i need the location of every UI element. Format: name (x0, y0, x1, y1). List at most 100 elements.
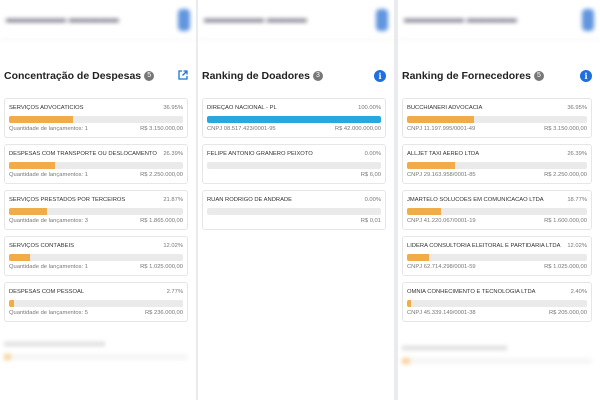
item-percent: 21.87% (163, 197, 183, 203)
item-percent: 36.95% (567, 105, 587, 111)
blurred-topbar-button (582, 8, 594, 31)
donors-header: Ranking de Doadores 3 i (202, 64, 386, 88)
item-percent: 0.00% (364, 151, 381, 157)
donors-count-badge: 3 (312, 71, 323, 81)
item-name: SERVIÇOS CONTÁBEIS (9, 243, 74, 249)
item-percent: 2.40% (570, 289, 587, 295)
item-subtitle: Quantidade de lançamentos: 3 (9, 218, 88, 224)
info-icon[interactable]: i (580, 70, 592, 82)
item-amount: R$ 42.000.000,00 (334, 126, 381, 132)
item-name: BUCCHIANERI ADVOCACIA (407, 105, 483, 111)
progress-fill (407, 208, 441, 215)
progress-bar (207, 208, 381, 215)
progress-bar (407, 300, 587, 307)
external-link-icon[interactable] (178, 69, 188, 83)
progress-bar (407, 116, 587, 123)
item-name: OMNIA CONHECIMENTO E TECNOLOGIA LTDA (407, 289, 536, 295)
item-percent: 12.02% (163, 243, 183, 249)
progress-bar (407, 162, 587, 169)
item-subtitle (207, 172, 361, 178)
list-item: SERVIÇOS PRESTADOS POR TERCEIROS 21.87% Qu… (4, 190, 188, 230)
progress-bar (9, 162, 183, 169)
suppliers-count-badge: 5 (533, 71, 544, 81)
blurred-topbar: ▬▬▬▬▬▬ ▬▬▬▬ (198, 0, 394, 40)
progress-fill (407, 116, 474, 123)
progress-fill (9, 116, 74, 123)
item-subtitle: Quantidade de lançamentos: 1 (9, 172, 88, 178)
blurred-topbar-button (376, 8, 388, 31)
progress-fill (407, 254, 429, 261)
item-subtitle: CNPJ 29.163.958/0001-85 (407, 172, 476, 178)
donors-title: Ranking de Doadores (202, 70, 310, 82)
item-amount: R$ 1.025.000,00 (544, 264, 587, 270)
progress-bar (9, 116, 183, 123)
item-name: DESPESAS COM PESSOAL (9, 289, 85, 295)
progress-fill (9, 254, 30, 261)
list-item: LIDERA CONSULTORIA ELEITORAL E PARTIDARI… (402, 236, 592, 276)
item-amount: R$ 6,00 (360, 172, 381, 178)
list-item: DESPESAS COM PESSOAL 2.77% Quantidade de l… (4, 282, 188, 322)
item-amount: R$ 0,01 (360, 218, 381, 224)
list-item: SERVIÇOS CONTÁBEIS 12.02% Quantidade de la… (4, 236, 188, 276)
item-name: DESPESAS COM TRANSPORTE OU DESLOCAMENTO (9, 151, 157, 157)
progress-bar (9, 254, 183, 261)
expenses-list: SERVIÇOS ADVOCATÍCIOS 36.95% Quantidade de… (4, 98, 188, 328)
item-name: SERVIÇOS ADVOCATÍCIOS (9, 105, 84, 111)
progress-bar (407, 254, 587, 261)
item-percent: 2.77% (166, 289, 183, 295)
item-subtitle: CNPJ 62.714.298/0001-59 (407, 264, 476, 270)
item-subtitle: Quantidade de lançamentos: 5 (9, 310, 88, 316)
list-item: DIREÇÃO NACIONAL - PL 100.00% CNPJ 08.517.… (202, 98, 386, 138)
item-percent: 12.02% (567, 243, 587, 249)
item-amount: R$ 3.150.000,00 (544, 126, 587, 132)
progress-bar (207, 116, 381, 123)
list-item: OMNIA CONHECIMENTO E TECNOLOGIA LTDA 2.40… (402, 282, 592, 322)
suppliers-title: Ranking de Fornecedores (402, 70, 531, 82)
progress-bar (9, 300, 183, 307)
expenses-count-badge: 5 (144, 71, 155, 81)
suppliers-list: BUCCHIANERI ADVOCACIA 36.95% CNPJ 11.197.9… (402, 98, 592, 328)
item-percent: 0.00% (364, 197, 381, 203)
expenses-title: Concentração de Despesas (4, 70, 142, 82)
expenses-panel: ▬▬▬▬▬▬ ▬▬▬▬▬ Concentração de Despesas 5 … (0, 0, 196, 400)
info-icon[interactable]: i (374, 70, 386, 82)
item-amount: R$ 3.150.000,00 (140, 126, 183, 132)
item-subtitle: CNPJ 11.197.995/0001-49 (407, 126, 476, 132)
blurred-topbar: ▬▬▬▬▬▬ ▬▬▬▬▬ (0, 0, 196, 40)
item-name: LIDERA CONSULTORIA ELEITORAL E PARTIDARI… (407, 243, 561, 249)
item-amount: R$ 1.600.000,00 (544, 218, 587, 224)
item-name: DIREÇÃO NACIONAL - PL (207, 105, 277, 111)
blurred-topbar-button (178, 8, 190, 31)
item-percent: 18.77% (567, 197, 587, 203)
progress-bar (9, 208, 183, 215)
progress-fill (9, 162, 55, 169)
progress-fill (207, 116, 381, 123)
blurred-topbar-title: ▬▬▬▬▬▬ ▬▬▬▬▬ (404, 14, 517, 25)
item-amount: R$ 236.000,00 (144, 310, 183, 316)
progress-fill (9, 208, 48, 215)
item-name: JMARTELO SOLUCOES EM COMUNICACAO LTDA (407, 197, 544, 203)
item-subtitle: CNPJ 08.517.423/0001-95 (207, 126, 276, 132)
item-amount: R$ 2.250.000,00 (544, 172, 587, 178)
list-item: DESPESAS COM TRANSPORTE OU DESLOCAMENTO 2… (4, 144, 188, 184)
list-item: SERVIÇOS ADVOCATÍCIOS 36.95% Quantidade de… (4, 98, 188, 138)
item-amount: R$ 1.865.000,00 (140, 218, 183, 224)
item-name: ALLJET TAXI AEREO LTDA (407, 151, 480, 157)
expenses-header: Concentração de Despesas 5 (4, 64, 188, 88)
donors-panel: ▬▬▬▬▬▬ ▬▬▬▬ Ranking de Doadores 3 i DIRE… (198, 0, 394, 400)
item-percent: 26.39% (163, 151, 183, 157)
item-amount: R$ 2.250.000,00 (140, 172, 183, 178)
blurred-topbar-title: ▬▬▬▬▬▬ ▬▬▬▬ (204, 14, 307, 25)
item-subtitle: Quantidade de lançamentos: 1 (9, 126, 88, 132)
list-item: ALLJET TAXI AEREO LTDA 26.39% CNPJ 29.163.… (402, 144, 592, 184)
progress-bar (407, 208, 587, 215)
suppliers-header: Ranking de Fornecedores 5 i (402, 64, 592, 88)
list-item: JMARTELO SOLUCOES EM COMUNICACAO LTDA 18.… (402, 190, 592, 230)
list-item: RUAN RODRIGO DE ANDRADE 0.00% R$ 0,01 (202, 190, 386, 230)
progress-fill (9, 300, 14, 307)
item-percent: 100.00% (358, 105, 381, 111)
progress-fill (407, 300, 412, 307)
blurred-topbar-title: ▬▬▬▬▬▬ ▬▬▬▬▬ (6, 14, 119, 25)
progress-fill (407, 162, 455, 169)
item-subtitle: CNPJ 45.339.149/0001-38 (407, 310, 476, 316)
